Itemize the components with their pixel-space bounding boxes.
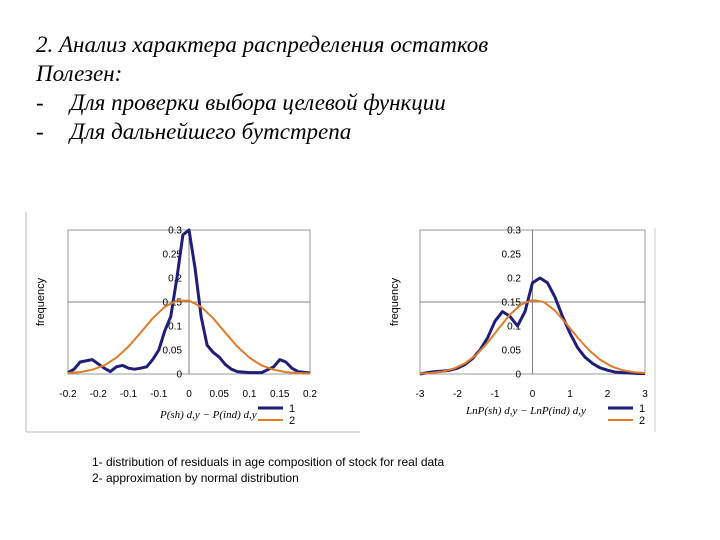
heading-title: 2. Анализ характера распределения остатк… [36,32,489,57]
legend-entry: 2 [289,415,295,427]
series-line-2 [67,299,311,375]
y-tick-label: 0.3 [168,226,182,237]
y-tick-label: 0 [515,370,521,381]
y-tick-label: 0.25 [163,250,183,261]
chart-caption: 1- distribution of residuals in age comp… [92,454,444,486]
y-tick-label: 0.1 [168,322,182,333]
x-tick-label: 3 [642,389,648,400]
y-tick-label: 0.3 [507,226,521,237]
legend-entry: 1 [639,403,645,415]
y-tick-label: 0.2 [507,274,521,285]
slide-heading: 2. Анализ характера распределения остатк… [36,30,488,146]
y-tick-label: 0.05 [163,346,183,357]
y-tick-label: 0.25 [502,250,522,261]
bullet-text: Для дальнейшего бутстрепа [70,119,352,144]
y-tick-label: 0.1 [507,322,521,333]
x-tick-label: 0.1 [243,389,257,400]
bullet-text: Для проверки выбора целевой функции [70,90,446,115]
y-tick-label: 0.05 [502,346,522,357]
y-tick-label: 0.15 [502,298,522,309]
x-axis-label: LnP(sh) d,y − LnP(ind) d,y [465,405,586,417]
caption-line-2: 2- approximation by normal distribution [92,471,299,485]
y-axis-label: frequency [389,277,401,326]
x-tick-label: -2 [453,389,462,400]
x-tick-label: 2 [605,389,611,400]
series-line-1 [419,276,645,376]
series-line-1 [67,228,311,375]
x-tick-label: 0 [186,389,192,400]
legend-entry: 2 [639,415,645,427]
x-tick-label: -3 [416,389,425,400]
x-tick-label: 0.15 [270,389,290,400]
bullet-dash: - [36,90,44,115]
x-tick-label: -0.1 [120,389,138,400]
bullet-dash: - [36,119,44,144]
caption-line-1: 1- distribution of residuals in age comp… [92,455,445,469]
bullet-item-2: - Для дальнейшего бутстрепа [36,117,488,146]
x-tick-label: -0.1 [150,389,168,400]
x-tick-label: 0.2 [303,389,317,400]
legend-entry: 1 [289,403,295,415]
x-tick-label: 0 [530,389,536,400]
x-tick-label: -1 [491,389,500,400]
x-tick-label: 1 [567,389,573,400]
x-tick-label: -0.2 [59,389,77,400]
x-axis-label: P(sh) d,y − P(ind) d,y [159,409,257,421]
chart-left: 0 0.05 0.1 0.15 0.2 0.25 0.3 -0.2 -0.2 -0.1 -0.1 0 0… [35,226,317,428]
y-axis-label: frequency [35,277,47,326]
series-line-2 [419,299,646,375]
chart-right: 00.050.10.150.20.250.3-3 -2 -1 0 1 2 3frequenc… [389,226,648,428]
y-tick-label: 0 [176,370,182,381]
x-tick-label: -0.2 [90,389,108,400]
x-tick-label: 0.05 [210,389,230,400]
bullet-item-1: - Для проверки выбора целевой функции [36,88,488,117]
heading-subtitle: Полезен: [36,61,123,86]
